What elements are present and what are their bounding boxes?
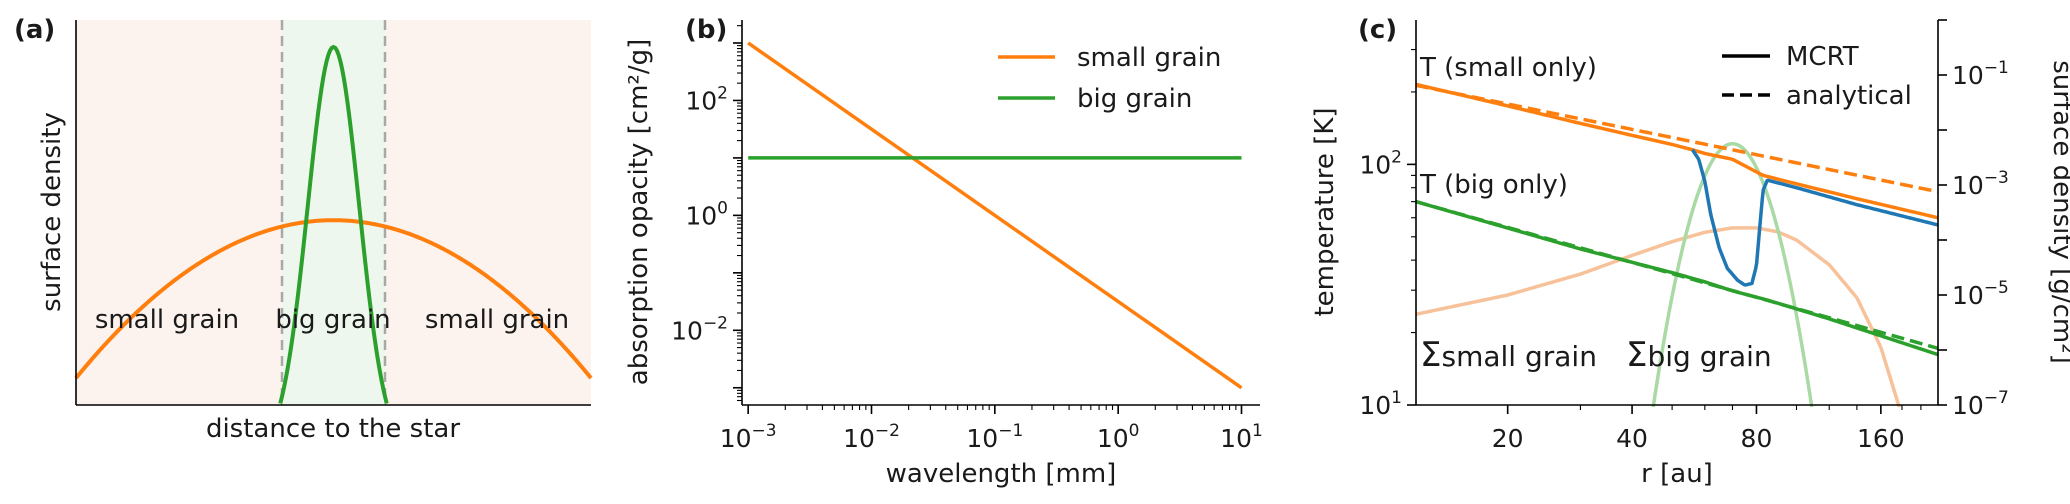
panel-a-shade-left: [76, 20, 282, 405]
legend-label-small-grain: small grain: [1077, 43, 1221, 73]
panel-c-ytick-right-label-0: 10−1: [1952, 58, 2009, 90]
panel-a-curves: [74, 44, 593, 404]
panel-c-ytick-right-label-3-base: 10: [1952, 391, 1984, 420]
panel-b-xtick-label-0: 10−3: [720, 421, 777, 453]
panel-c-ytick-label-0: 101: [1359, 388, 1402, 420]
panel-a-shade-right: [385, 20, 591, 405]
panel-b-xtick-label-3: 100: [1097, 421, 1140, 453]
sigma-big-symbol: Σ: [1626, 335, 1647, 375]
panel-a-region-left: small grain: [95, 305, 239, 335]
panel-c-t-mcrt-combined: [1690, 148, 1938, 287]
panel-c-legend: MCRT analytical: [1722, 42, 1912, 111]
panel-b-ytick-label-0-base: 10: [671, 316, 703, 345]
panel-c-ytick-label-1-base: 10: [1359, 150, 1391, 179]
annotation-t-small: T (small only): [1419, 53, 1597, 83]
panel-b-xtick-label-0-exp: −3: [752, 421, 777, 441]
annotation-t-big: T (big only): [1419, 170, 1568, 200]
annotation-sigma-big: Σbig grain: [1626, 335, 1772, 375]
panel-c-ytick-right-label-1-base: 10: [1952, 171, 1984, 200]
legend-label-big-grain: big grain: [1077, 84, 1192, 114]
legend-label-analytical: analytical: [1786, 81, 1912, 111]
panel-b-curves: [747, 41, 1243, 390]
panel-a-label: (a): [14, 15, 55, 45]
panel-a-ylabel: surface density: [37, 112, 67, 312]
panel-b-line-small-grain: [747, 41, 1243, 390]
panel-b-ytick-label-1: 100: [685, 198, 728, 230]
panel-b-label: (b): [685, 15, 727, 45]
panel-c-ytick-label-1-exp: 2: [1391, 147, 1402, 167]
panel-c-t-big-mcrt: [1416, 199, 1938, 357]
panel-c-xlabel: r [au]: [1641, 459, 1713, 489]
panel-c-ytick-label-0-base: 10: [1359, 391, 1391, 420]
panel-c-curves: [1416, 82, 1938, 407]
panel-c-t-small-mcrt: [1416, 82, 1938, 220]
panel-c-ytick-right-label-2-base: 10: [1952, 281, 1984, 310]
panel-c-ytick-right-label-0-base: 10: [1952, 61, 1984, 90]
panel-b-xtick-label-3-base: 10: [1097, 424, 1129, 453]
panel-b-xtick-label-4-base: 10: [1220, 424, 1252, 453]
panel-b-legend: small grain big grain: [998, 43, 1221, 114]
panel-c-xtick-label-3: 160: [1857, 424, 1905, 453]
panel-b-xtick-label-2-exp: −1: [998, 421, 1023, 441]
panel-c-ytick-right-label-2: 10−5: [1952, 278, 2009, 310]
panel-c-ytick-right-label-1-exp: −3: [1984, 168, 2009, 188]
panel-c-ytick-right-label-0-exp: −1: [1984, 58, 2009, 78]
panel-b-xtick-label-1-base: 10: [843, 424, 875, 453]
panel-b-ytick-label-1-base: 10: [685, 201, 717, 230]
panel-a-curve-big-grain: [278, 44, 389, 404]
panel-b-xtick-label-2-base: 10: [966, 424, 998, 453]
panel-b-ytick-label-2: 102: [685, 83, 728, 115]
sigma-small-symbol: Σ: [1420, 335, 1441, 375]
legend-label-mcrt: MCRT: [1786, 42, 1859, 72]
panel-c-label: (c): [1358, 15, 1397, 45]
panel-b-ylabel: absorption opacity [cm²/g]: [624, 39, 654, 385]
panel-b-xtick-label-4-exp: 1: [1252, 421, 1263, 441]
panel-b-ytick-label-0: 10−2: [671, 313, 728, 345]
panel-b-xtick-label-2: 10−1: [966, 421, 1023, 453]
panel-c-ytick-label-1: 102: [1359, 147, 1402, 179]
panel-b-ylabel-text: absorption opacity [cm²/g]: [624, 39, 654, 385]
panel-c-sigma-big-grain: [1651, 141, 1814, 407]
panel-c-ytick-right-label-3-exp: −7: [1984, 388, 2009, 408]
panel-c-xtick-label-1: 40: [1616, 424, 1648, 453]
annotation-sigma-small: Σsmall grain: [1420, 335, 1597, 375]
panel-b-xtick-label-4: 101: [1220, 421, 1263, 453]
panel-b-xtick-label-0-base: 10: [720, 424, 752, 453]
sigma-small-text: small grain: [1441, 340, 1596, 373]
panel-b-xlabel: wavelength [mm]: [886, 459, 1117, 489]
panel-a-curve-small-grain: [74, 218, 593, 380]
panel-c-xtick-label-0: 20: [1492, 424, 1524, 453]
panel-b-ytick-label-2-exp: 2: [717, 83, 728, 103]
panel-b-ytick-label-0-exp: −2: [703, 313, 728, 333]
panel-a: (a) small grain big grain small grain di…: [14, 15, 593, 444]
panel-a-xlabel: distance to the star: [206, 414, 460, 444]
panel-c-ylabel-right: surface density [g/cm²]: [2047, 60, 2070, 364]
panel-b-ytick-label-2-base: 10: [685, 86, 717, 115]
panel-c-ytick-label-0-exp: 1: [1391, 388, 1402, 408]
panel-b-xtick-label-1-exp: −2: [875, 421, 900, 441]
panel-a-region-right: small grain: [425, 305, 569, 335]
panel-c-ytick-right-label-3: 10−7: [1952, 388, 2009, 420]
panel-c-ylabel: temperature [K]: [1310, 107, 1340, 316]
panel-c-sigma-small-grain: [1416, 226, 1902, 407]
panel-c-ytick-right-label-1: 10−3: [1952, 168, 2009, 200]
panel-b-xtick-label-3-exp: 0: [1129, 421, 1140, 441]
panel-c-xtick-label-2: 80: [1741, 424, 1773, 453]
panel-a-region-middle: big grain: [275, 305, 390, 335]
panel-c-ytick-right-label-2-exp: −5: [1984, 278, 2009, 298]
panel-a-shade-middle: [282, 20, 385, 405]
panel-b-xtick-label-1: 10−2: [843, 421, 900, 453]
sigma-big-text: big grain: [1647, 340, 1771, 373]
panel-b-ytick-label-1-exp: 0: [717, 198, 728, 218]
